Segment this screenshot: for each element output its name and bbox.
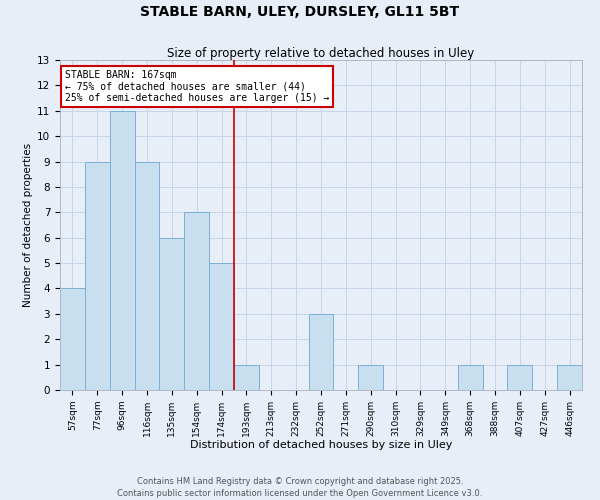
Bar (60, 288, 85, 390)
Text: STABLE BARN: 167sqm
← 75% of detached houses are smaller (44)
25% of semi-detach: STABLE BARN: 167sqm ← 75% of detached ho… (65, 70, 329, 103)
Text: STABLE BARN, ULEY, DURSLEY, GL11 5BT: STABLE BARN, ULEY, DURSLEY, GL11 5BT (140, 5, 460, 19)
Bar (110, 111, 134, 390)
Text: Contains HM Land Registry data © Crown copyright and database right 2025.
Contai: Contains HM Land Registry data © Crown c… (118, 476, 482, 498)
X-axis label: Distribution of detached houses by size in Uley: Distribution of detached houses by size … (190, 440, 452, 450)
Bar (160, 238, 184, 390)
Bar (358, 364, 383, 390)
Bar (234, 364, 259, 390)
Title: Size of property relative to detached houses in Uley: Size of property relative to detached ho… (167, 47, 475, 60)
Bar (209, 263, 234, 390)
Y-axis label: Number of detached properties: Number of detached properties (23, 143, 33, 307)
Bar (134, 162, 160, 390)
Bar (308, 314, 334, 390)
Bar (458, 364, 482, 390)
Bar (85, 162, 110, 390)
Bar (557, 364, 582, 390)
Bar (184, 212, 209, 390)
Bar (508, 364, 532, 390)
